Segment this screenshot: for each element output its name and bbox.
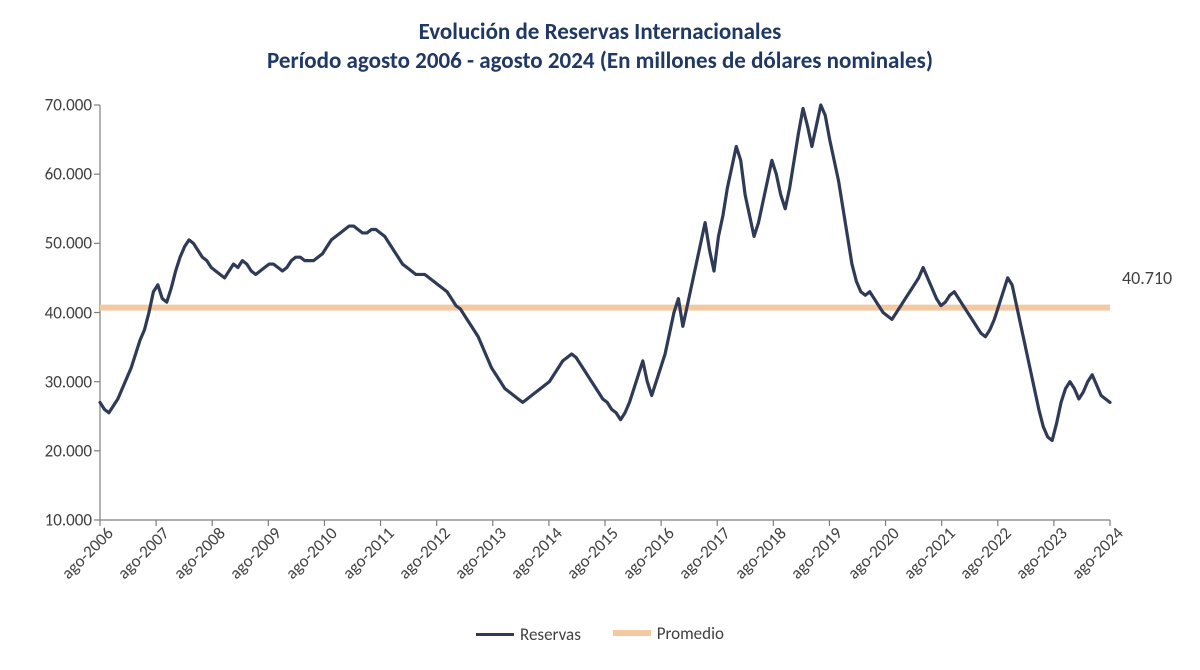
x-tick-label: ago-2012 bbox=[391, 520, 454, 583]
y-tick-label: 30.000 bbox=[45, 371, 100, 392]
average-value-label: 40.710 bbox=[1122, 267, 1172, 289]
x-tick-label: ago-2013 bbox=[447, 520, 510, 583]
x-tick-label: ago-2007 bbox=[110, 520, 173, 583]
x-tick-label: ago-2008 bbox=[166, 520, 229, 583]
x-tick-label: ago-2015 bbox=[559, 520, 622, 583]
chart-title-line-1: Evolución de Reservas Internacionales bbox=[0, 18, 1200, 47]
x-tick-label: ago-2023 bbox=[1008, 520, 1071, 583]
x-tick-label: ago-2014 bbox=[503, 520, 566, 583]
chart-title-line-2: Período agosto 2006 - agosto 2024 (En mi… bbox=[0, 47, 1200, 76]
plot-svg bbox=[100, 105, 1110, 520]
x-tick-label: ago-2010 bbox=[279, 520, 342, 583]
x-tick-label: ago-2018 bbox=[728, 520, 791, 583]
x-tick-label: ago-2016 bbox=[615, 520, 678, 583]
x-tick-label: ago-2024 bbox=[1064, 520, 1127, 583]
legend-label-reservas: Reservas bbox=[520, 624, 581, 645]
y-tick-label: 20.000 bbox=[45, 440, 100, 461]
y-tick-label: 70.000 bbox=[45, 95, 100, 116]
x-tick-label: ago-2009 bbox=[223, 520, 286, 583]
x-tick-label: ago-2019 bbox=[784, 520, 847, 583]
x-tick-label: ago-2022 bbox=[952, 520, 1015, 583]
legend-label-promedio: Promedio bbox=[657, 623, 724, 644]
x-tick-label: ago-2017 bbox=[671, 520, 734, 583]
x-tick-label: ago-2021 bbox=[896, 520, 959, 583]
legend-swatch-reservas bbox=[476, 633, 514, 636]
legend-item-reservas: Reservas bbox=[476, 624, 581, 645]
x-tick-label: ago-2011 bbox=[335, 520, 398, 583]
y-tick-label: 50.000 bbox=[45, 233, 100, 254]
plot-area: 40.710 10.00020.00030.00040.00050.00060.… bbox=[100, 105, 1110, 520]
y-tick-label: 60.000 bbox=[45, 164, 100, 185]
legend-swatch-promedio bbox=[613, 630, 651, 636]
legend: Reservas Promedio bbox=[0, 620, 1200, 645]
chart-title-block: Evolución de Reservas Internacionales Pe… bbox=[0, 18, 1200, 76]
y-tick-label: 40.000 bbox=[45, 302, 100, 323]
chart-container: Evolución de Reservas Internacionales Pe… bbox=[0, 0, 1200, 670]
x-tick-label: ago-2020 bbox=[840, 520, 903, 583]
legend-item-promedio: Promedio bbox=[613, 623, 724, 644]
